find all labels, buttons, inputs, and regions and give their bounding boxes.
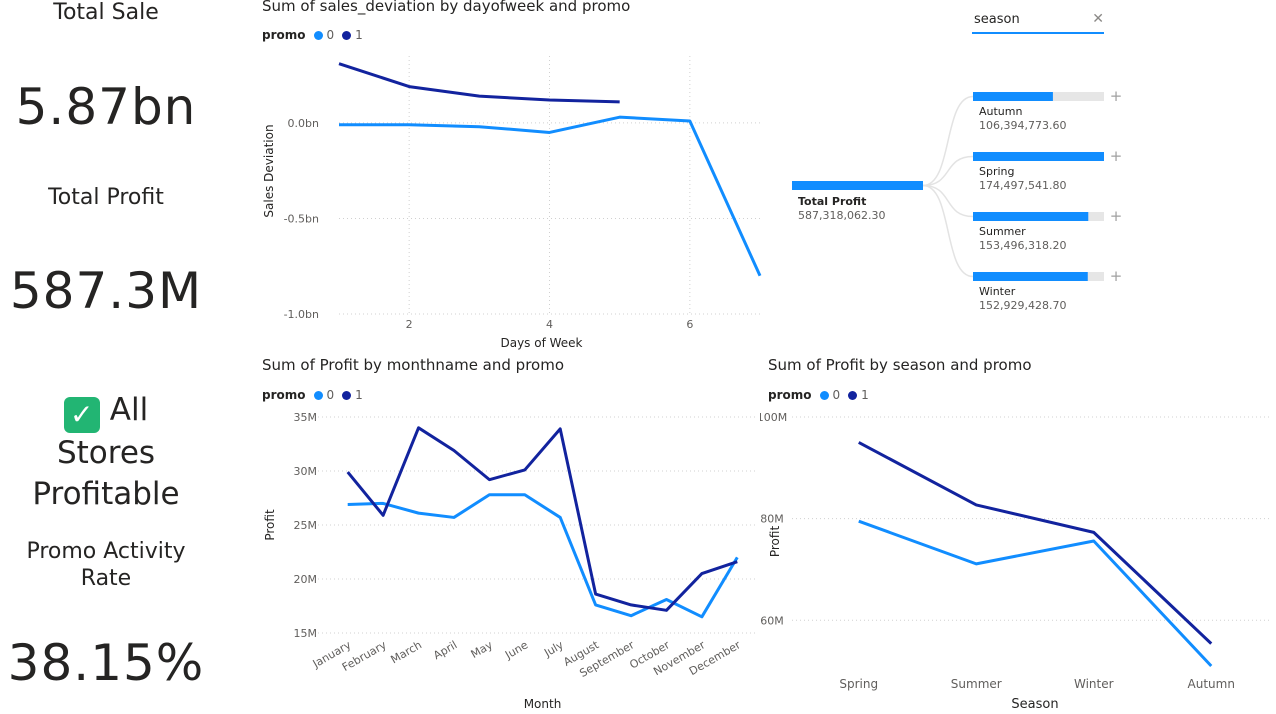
total-sale-value: 5.87bn [15, 78, 197, 136]
promo-rate-label-line2: Rate [80, 566, 132, 591]
node-label-spring: Spring [979, 165, 1015, 178]
y-tick-label: 60M [760, 614, 784, 627]
y-tick-label: 35M [294, 411, 318, 424]
y-tick-label: -1.0bn [284, 308, 319, 321]
legend-dot-promo-1 [342, 390, 352, 400]
x-axis-title: Month [524, 697, 562, 711]
root-value: 587,318,062.30 [798, 209, 885, 222]
x-tick-label: 2 [406, 318, 413, 331]
node-value-spring: 174,497,541.80 [979, 179, 1066, 192]
y-tick-label: 25M [294, 519, 318, 532]
node-bar-summer [973, 212, 1089, 221]
legend-item-0[interactable]: 0 [326, 28, 335, 42]
promo-rate-value: 38.15% [7, 634, 205, 692]
x-tick-label: 6 [686, 318, 693, 331]
status-line-2: Stores [56, 435, 156, 471]
x-tick-label: Autumn [1188, 677, 1235, 691]
y-axis-title: Profit [768, 526, 782, 558]
x-axis-title: Season [1011, 697, 1058, 712]
legend-dot-promo-1 [342, 30, 352, 40]
series-line-promo-0 [858, 519, 1213, 668]
series-line-promo-1 [346, 426, 738, 612]
legend-title: promo [262, 388, 306, 402]
legend-dot-promo-1 [848, 390, 858, 400]
x-tick-label: Summer [951, 677, 1002, 691]
dow-chart-title: Sum of sales_deviation by dayofweek and … [262, 0, 631, 15]
plus-icon[interactable]: + [1110, 267, 1123, 285]
y-tick-label: 20M [294, 573, 318, 586]
root-bar [792, 181, 923, 190]
series-line-promo-1 [338, 62, 620, 104]
legend-dot-promo-0 [819, 390, 829, 400]
series-line-promo-1 [858, 441, 1213, 645]
legend-dot-promo-0 [313, 390, 323, 400]
y-tick-label: 15M [294, 627, 318, 640]
node-label-autumn: Autumn [979, 105, 1022, 118]
series-line-promo-0 [339, 115, 762, 277]
total-sale-label: Total Sale [53, 0, 159, 25]
total-profit-label: Total Profit [48, 185, 164, 210]
slicer-value: season [974, 12, 1020, 27]
node-bar-spring [973, 152, 1104, 161]
node-label-summer: Summer [979, 225, 1026, 238]
node-value-autumn: 106,394,773.60 [979, 119, 1066, 132]
legend-title: promo [768, 388, 812, 402]
season-chart-legend[interactable]: promo 0 1 [768, 388, 869, 402]
legend-dot-promo-0 [313, 30, 323, 40]
node-bar-autumn [973, 92, 1053, 101]
node-label-winter: Winter [979, 285, 1016, 298]
plus-icon[interactable]: + [1110, 207, 1123, 225]
legend-item-1[interactable]: 1 [861, 388, 869, 402]
x-tick-label: April [431, 638, 459, 662]
dow-chart-legend[interactable]: promo 0 1 [262, 28, 363, 42]
status-line-3: Profitable [32, 476, 180, 512]
x-tick-label: Winter [1074, 677, 1114, 691]
connector-line [922, 184, 974, 278]
month-chart-legend[interactable]: promo 0 1 [262, 388, 363, 402]
y-tick-label: -0.5bn [284, 212, 319, 225]
status-line-1-text: All [109, 392, 149, 428]
y-tick-label: 0.0bn [288, 117, 319, 130]
legend-item-0[interactable]: 0 [832, 388, 841, 402]
x-tick-label: May [469, 638, 496, 661]
dow-line-chart[interactable]: 0.0bn -0.5bn -1.0bn 2 4 6 Days of Week Sales De… [255, 48, 765, 353]
close-icon[interactable]: ✕ [1092, 11, 1104, 27]
promo-rate-label: Promo Activity Rate [0, 538, 212, 592]
connector-line [922, 155, 974, 187]
node-bar-winter [973, 272, 1088, 281]
season-chart-title: Sum of Profit by season and promo [768, 356, 1032, 374]
plus-icon[interactable]: + [1110, 147, 1123, 165]
x-axis-title: Days of Week [500, 336, 582, 350]
legend-item-1[interactable]: 1 [355, 388, 363, 402]
root-label: Total Profit [798, 195, 866, 208]
legend-item-0[interactable]: 0 [326, 388, 335, 402]
y-axis-title: Profit [263, 509, 277, 541]
plus-icon[interactable]: + [1110, 87, 1123, 105]
x-tick-label: 4 [546, 318, 553, 331]
x-tick-label: June [502, 638, 530, 662]
y-tick-label: 100M [760, 411, 787, 424]
status-line-1: ✓ All [0, 390, 212, 433]
node-value-winter: 152,929,428.70 [979, 299, 1066, 312]
legend-item-1[interactable]: 1 [355, 28, 363, 42]
promo-rate-label-line1: Promo Activity [26, 539, 186, 564]
kpi-panel: Total Sale 5.87bn Total Profit 587.3M ✓ A… [0, 0, 212, 714]
connector-line [922, 95, 974, 187]
connector-line [922, 184, 974, 218]
x-tick-label: Spring [839, 677, 878, 691]
store-status-card: ✓ All Stores Profitable [0, 390, 212, 515]
total-profit-value: 587.3M [9, 262, 203, 320]
x-tick-label: March [388, 638, 424, 666]
y-axis-title: Sales Deviation [262, 124, 276, 217]
y-tick-label: 30M [294, 465, 318, 478]
legend-title: promo [262, 28, 306, 42]
node-value-summer: 153,496,318.20 [979, 239, 1066, 252]
month-chart-title: Sum of Profit by monthname and promo [262, 356, 564, 374]
y-tick-label: 80M [760, 513, 784, 526]
check-mark-icon: ✓ [63, 397, 100, 433]
season-slicer[interactable]: season ✕ [972, 10, 1104, 34]
season-line-chart[interactable]: 100M 80M 60M Spring Summer Winter Autumn Season… [760, 404, 1276, 714]
